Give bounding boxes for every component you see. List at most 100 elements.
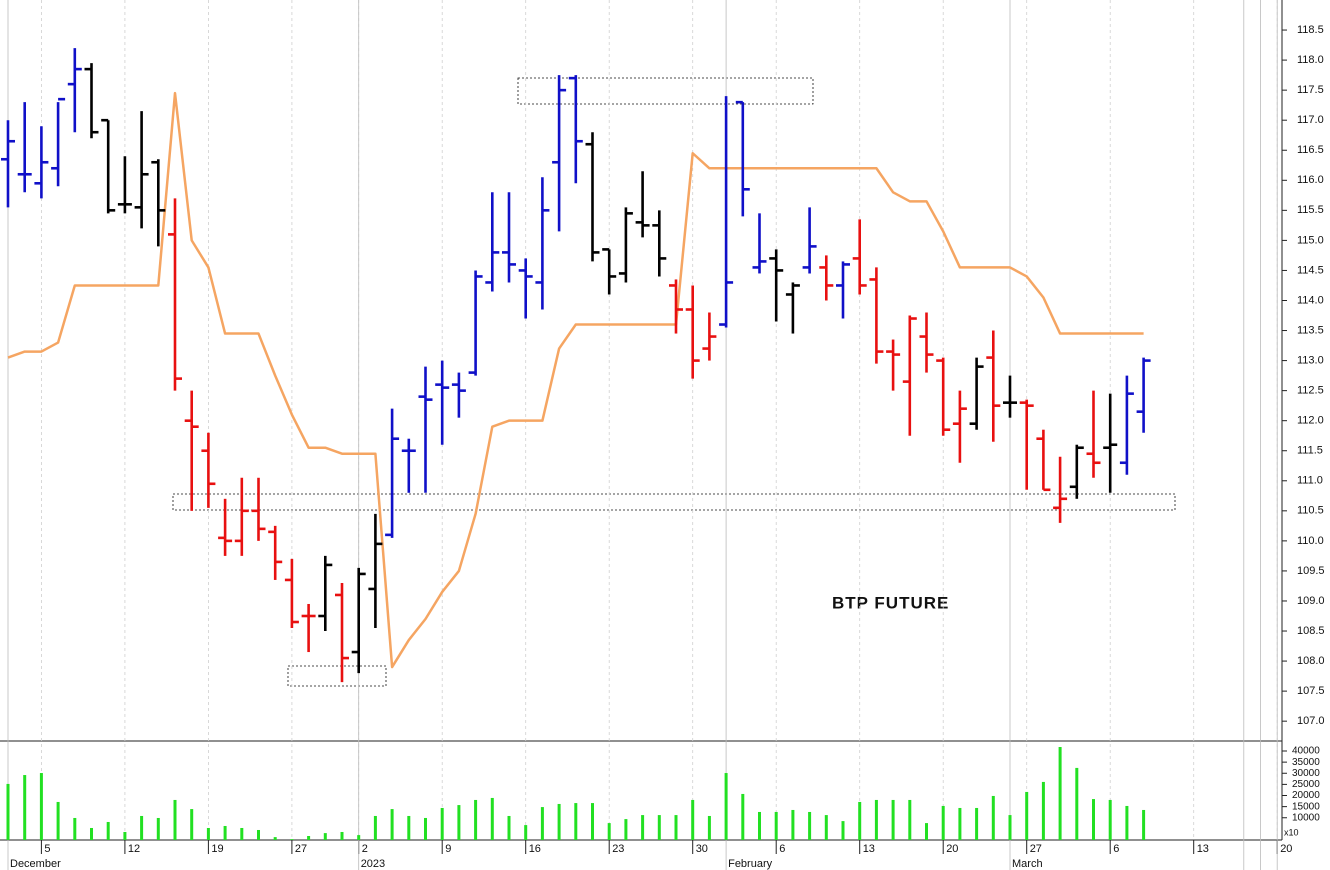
x-tick-label: 20 <box>1280 843 1292 855</box>
x-tick-label: 23 <box>612 843 624 855</box>
y-tick-label: 118.5 <box>1297 24 1324 36</box>
volume-bar <box>724 773 728 840</box>
y-tick-label: 107.0 <box>1297 715 1325 727</box>
volume-bar <box>557 803 561 840</box>
volume-tick-label: 15000 <box>1292 801 1320 812</box>
y-tick-label: 109.0 <box>1297 595 1325 607</box>
y-tick-label: 113.5 <box>1297 324 1324 336</box>
volume-bar <box>340 831 344 840</box>
x-tick-label: 12 <box>128 843 140 855</box>
volume-bar <box>624 819 628 840</box>
volume-bar <box>1008 815 1012 840</box>
volume-tick-label: 25000 <box>1292 779 1320 790</box>
volume-bar <box>140 815 144 840</box>
x-tick-label: 20 <box>946 843 958 855</box>
resistance-zone <box>517 77 814 105</box>
volume-bar <box>1041 781 1045 840</box>
x-tick-label: 9 <box>445 843 451 855</box>
y-tick-label: 108.5 <box>1297 625 1325 637</box>
volume-bar <box>574 803 578 840</box>
volume-bar <box>407 815 411 840</box>
y-tick-label: 110.0 <box>1297 535 1324 547</box>
x-tick-label: 30 <box>696 843 708 855</box>
volume-bar <box>23 775 27 840</box>
y-tick-label: 112.5 <box>1297 385 1324 397</box>
volume-bar <box>156 817 160 840</box>
volume-bar <box>373 815 377 840</box>
volume-bar <box>524 825 528 840</box>
volume-bar <box>908 799 912 840</box>
volume-bar <box>73 817 77 840</box>
volume-tick-label: 10000 <box>1292 812 1320 823</box>
month-label: 2023 <box>361 858 385 870</box>
volume-bar <box>307 835 311 840</box>
volume-unit: x10 <box>1284 827 1299 837</box>
volume-bar <box>941 805 945 840</box>
volume-bar <box>323 833 327 840</box>
volume-bar <box>891 799 895 840</box>
month-label: December <box>10 858 61 870</box>
volume-bar <box>206 827 210 840</box>
volume-tick-label: 20000 <box>1292 790 1320 801</box>
volume-bar <box>758 811 761 840</box>
volume-bar <box>691 799 695 840</box>
y-tick-label: 114.5 <box>1297 264 1324 276</box>
y-tick-label: 116.0 <box>1297 174 1324 186</box>
volume-tick-label: 30000 <box>1292 768 1320 779</box>
volume-bar <box>257 829 260 840</box>
volume-bar <box>1108 799 1112 840</box>
month-label: March <box>1012 858 1043 870</box>
volume-bar <box>540 807 544 840</box>
y-tick-label: 114.0 <box>1297 294 1324 306</box>
volume-bar <box>1092 799 1095 840</box>
volume-bar <box>607 823 611 840</box>
volume-bar <box>240 827 244 840</box>
y-tick-label: 118.0 <box>1297 54 1324 66</box>
y-tick-label: 115.5 <box>1297 204 1324 216</box>
low-zone <box>287 665 387 687</box>
volume-bar <box>958 807 962 840</box>
volume-bar <box>56 801 60 840</box>
x-tick-label: 2 <box>362 843 368 855</box>
x-tick-label: 19 <box>211 843 223 855</box>
volume-bar <box>591 803 594 840</box>
volume-bar <box>858 801 862 840</box>
volume-bar <box>474 799 478 840</box>
x-tick-label: 13 <box>863 843 875 855</box>
volume-bar <box>424 817 427 840</box>
volume-bar <box>223 825 227 840</box>
volume-bar <box>1142 809 1146 840</box>
y-tick-label: 115.0 <box>1297 234 1324 246</box>
y-tick-label: 111.5 <box>1297 445 1323 457</box>
x-tick-label: 27 <box>1030 843 1042 855</box>
y-tick-label: 116.5 <box>1297 144 1324 156</box>
volume-bar <box>641 815 645 840</box>
volume-bar <box>390 809 394 840</box>
volume-bar <box>490 797 494 840</box>
volume-bar <box>1125 805 1129 840</box>
x-tick-label: 5 <box>44 843 50 855</box>
volume-bar <box>507 815 511 840</box>
volume-bar <box>841 821 845 840</box>
volume-bar <box>90 827 93 840</box>
volume-bar <box>457 805 461 840</box>
volume-bar <box>440 807 444 840</box>
volume-bar <box>657 815 661 840</box>
volume-tick-label: 40000 <box>1292 746 1320 757</box>
x-tick-label: 16 <box>529 843 541 855</box>
x-tick-label: 6 <box>779 843 785 855</box>
volume-bar <box>106 821 110 840</box>
volume-bar <box>707 815 711 840</box>
volume-bar <box>741 793 745 840</box>
volume-bar <box>123 831 127 840</box>
volume-bar <box>774 811 778 840</box>
x-tick-label: 27 <box>295 843 307 855</box>
volume-bar <box>1025 791 1029 840</box>
annotation: BTP FUTURE <box>832 593 949 612</box>
volume-bar <box>991 795 995 840</box>
volume-bar <box>1075 767 1079 840</box>
y-tick-label: 108.0 <box>1297 655 1325 667</box>
volume-bar <box>874 799 878 840</box>
y-tick-label: 113.0 <box>1297 354 1324 366</box>
